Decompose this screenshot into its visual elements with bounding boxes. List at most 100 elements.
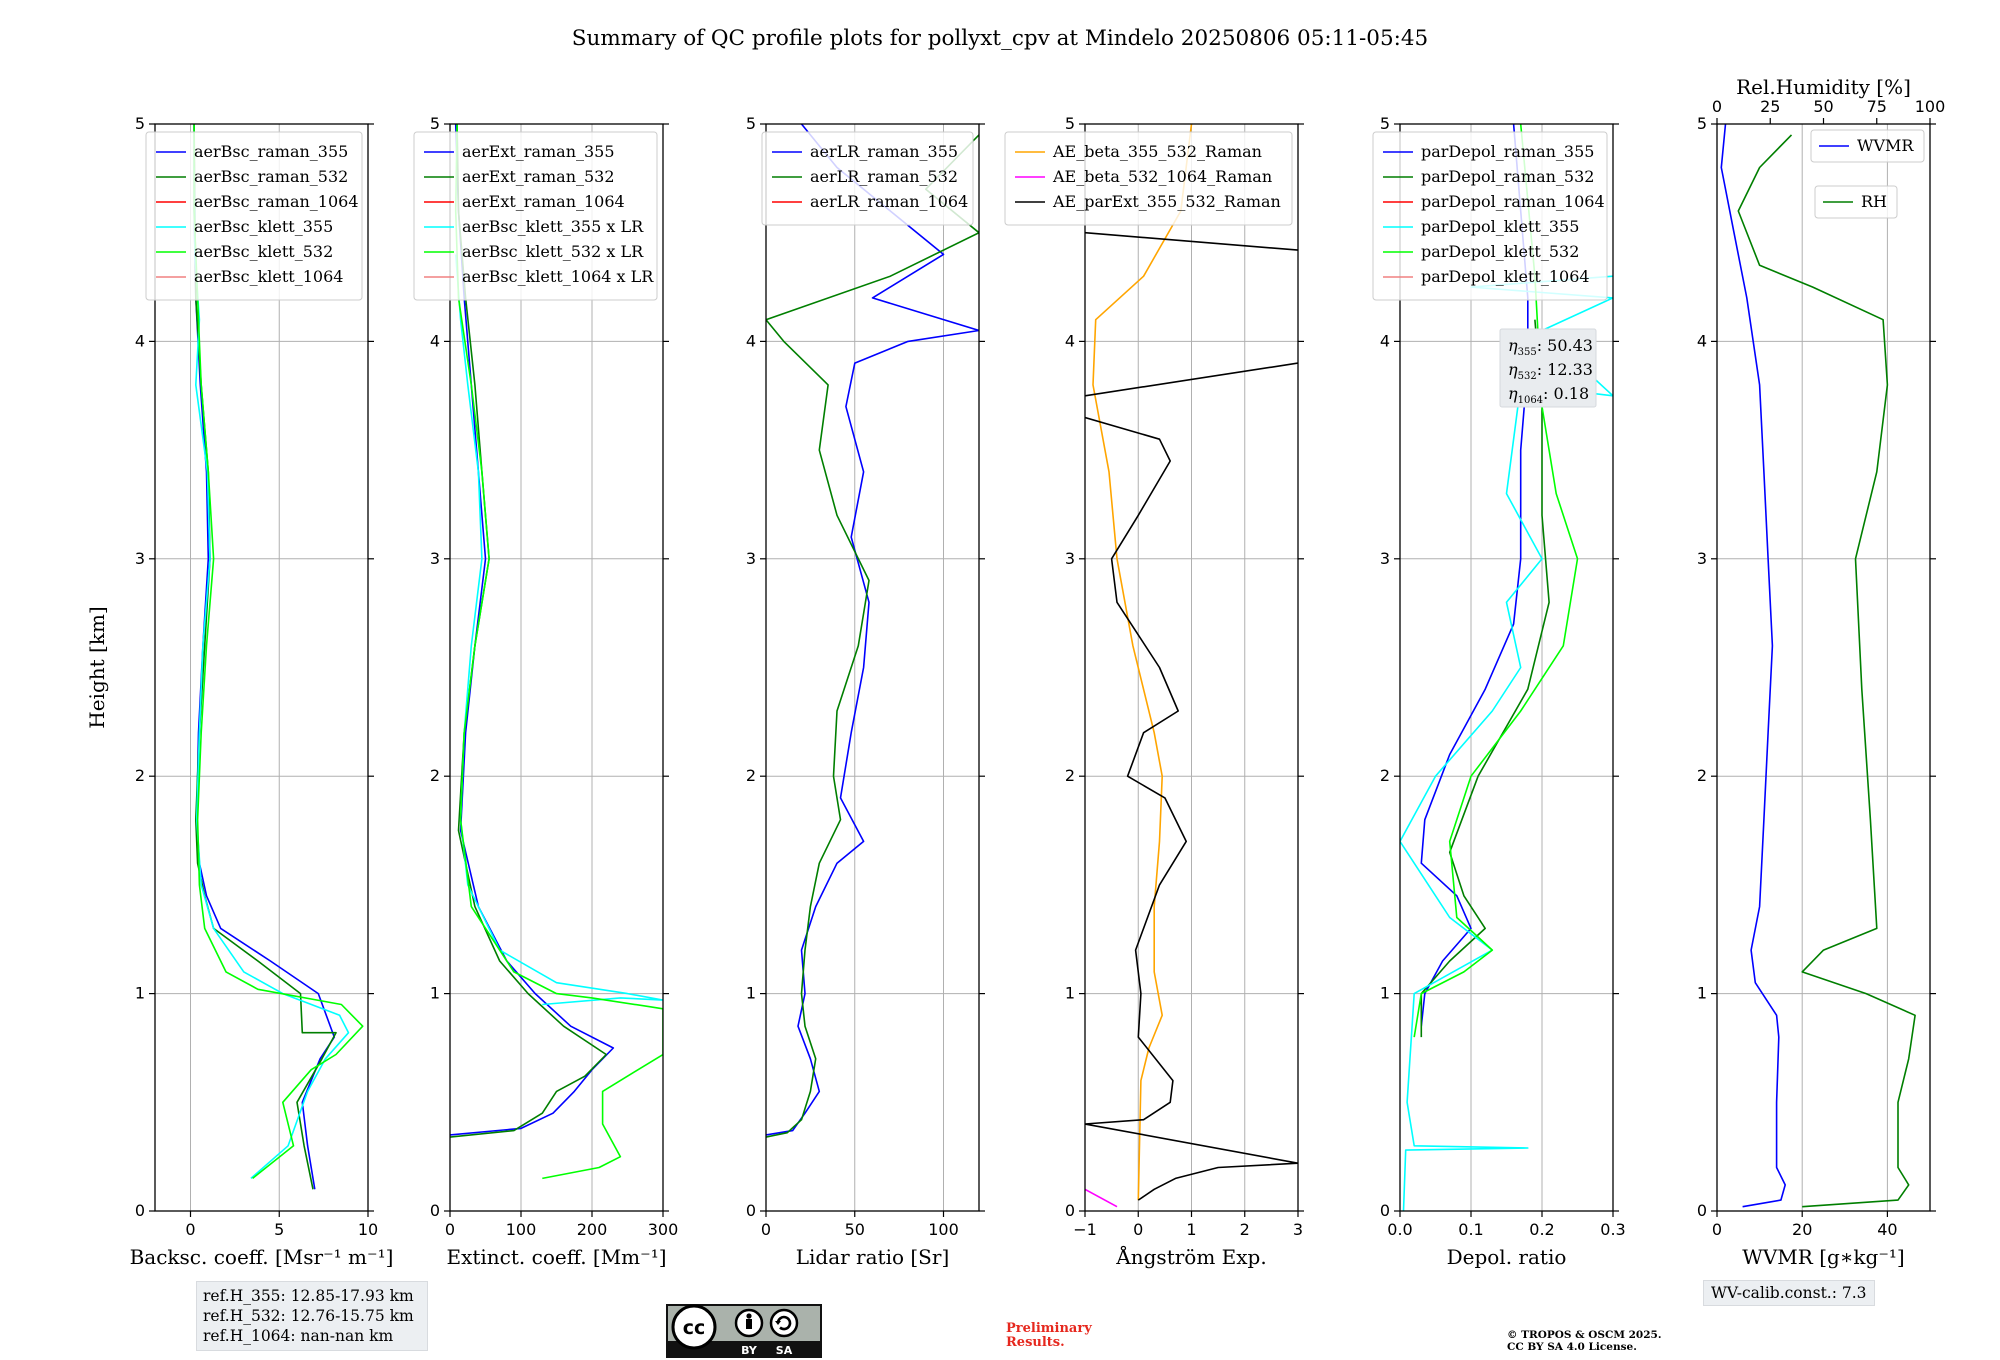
x-tick-label: 2 <box>1240 1220 1250 1239</box>
legend-label-aerext-raman-1064: aerExt_raman_1064 <box>462 192 625 211</box>
y-tick-label: 3 <box>746 549 756 568</box>
legend-label-aerbsc-klett-532: aerBsc_klett_532 <box>194 242 333 261</box>
series-line-wvmr <box>1720 124 1786 1208</box>
cc-icon: cc <box>671 1304 717 1350</box>
axes-frame <box>449 123 664 1212</box>
y-tick-label: 3 <box>135 549 145 568</box>
legend-label-aerlr-raman-1064: aerLR_raman_1064 <box>810 192 968 211</box>
series-line-aerext-raman-532 <box>450 124 607 1138</box>
ref-height-355: ref.H_355: 12.85-17.93 km <box>203 1287 414 1305</box>
top-x-tick-label: 0 <box>1712 97 1722 116</box>
y-tick-label: 5 <box>135 114 145 133</box>
x-tick-label: 100 <box>506 1220 537 1239</box>
axes-frame <box>1716 123 1931 1212</box>
y-tick-label: 0 <box>1380 1201 1390 1220</box>
legend-label-aerbsc-klett-1064-x-lr: aerBsc_klett_1064 x LR <box>462 267 654 286</box>
eta-annotation-line: η355: 50.43 <box>1508 336 1593 358</box>
by-label: BY <box>741 1344 758 1357</box>
eta-symbol: η <box>1508 336 1518 355</box>
legend-label-aerbsc-klett-1064: aerBsc_klett_1064 <box>194 267 343 286</box>
x-tick-label: 50 <box>845 1220 865 1239</box>
x-tick-label: 0.0 <box>1387 1220 1412 1239</box>
x-tick-label: 0 <box>445 1220 455 1239</box>
series-group <box>193 124 364 1190</box>
series-group <box>1720 124 1916 1208</box>
reference-height-box: ref.H_355: 12.85-17.93 km ref.H_532: 12.… <box>196 1281 428 1351</box>
x-tick-label: −1 <box>1073 1220 1097 1239</box>
legend-box <box>1372 131 1608 301</box>
eta-subscript: 1064 <box>1518 395 1543 406</box>
y-tick-label: 4 <box>1697 331 1707 350</box>
x-tick-label: 5 <box>274 1220 284 1239</box>
y-tick-label: 0 <box>135 1201 145 1220</box>
series-line-ae-beta-355-532-raman <box>1092 124 1193 1201</box>
top-x-tick-label: 75 <box>1867 97 1887 116</box>
x-tick-label: 100 <box>928 1220 959 1239</box>
eta-value: : 0.18 <box>1543 384 1589 403</box>
legend-label-aerbsc-raman-355: aerBsc_raman_355 <box>194 142 348 161</box>
x-tick-label: 20 <box>1792 1220 1812 1239</box>
series-line-pardepol-klett-532 <box>1413 124 1579 1038</box>
series-line-aerbsc-klett-532-x-lr <box>454 124 663 1180</box>
x-tick-label: 40 <box>1877 1220 1897 1239</box>
y-tick-label: 3 <box>1697 549 1707 568</box>
x-tick-label: 0 <box>1133 1220 1143 1239</box>
cc-license-badge: cc BY SA <box>666 1304 822 1358</box>
y-tick-label: 1 <box>1380 984 1390 1003</box>
y-axis-label: Height [km] <box>85 606 109 728</box>
preliminary-results-note: Preliminary Results. <box>1006 1321 1092 1350</box>
eta-value: : 12.33 <box>1537 360 1593 379</box>
x-tick-label: 10 <box>358 1220 378 1239</box>
x-tick-label: 0 <box>185 1220 195 1239</box>
x-axis-label: Lidar ratio [Sr] <box>796 1245 950 1269</box>
y-tick-label: 5 <box>1065 114 1075 133</box>
legend-label-pardepol-klett-355: parDepol_klett_355 <box>1421 217 1579 236</box>
legend-label-aerbsc-klett-355-x-lr: aerBsc_klett_355 x LR <box>462 217 644 236</box>
y-tick-label: 3 <box>1380 549 1390 568</box>
y-tick-label: 3 <box>1065 549 1075 568</box>
series-line-ae-beta-532-1064-raman <box>1085 1188 1118 1208</box>
ref-height-1064: ref.H_1064: nan-nan km <box>203 1327 394 1345</box>
x-tick-label: 0.2 <box>1529 1220 1554 1239</box>
svg-text:cc: cc <box>683 1317 706 1339</box>
x-axis-label: Backsc. coeff. [Msr⁻¹ m⁻¹] <box>130 1245 394 1269</box>
series-line-pardepol-raman-532 <box>1420 319 1550 1038</box>
x-axis-label: Depol. ratio <box>1447 1245 1567 1269</box>
y-tick-label: 1 <box>746 984 756 1003</box>
x-tick-label: 300 <box>648 1220 679 1239</box>
eta-subscript: 355 <box>1518 347 1537 358</box>
legend-box <box>413 131 658 301</box>
legend-label-aerbsc-klett-355: aerBsc_klett_355 <box>194 217 333 236</box>
x-tick-label: 0 <box>761 1220 771 1239</box>
x-axis-label: WVMR [g∗kg⁻¹] <box>1742 1245 1904 1269</box>
legend-label-aerext-raman-532: aerExt_raman_532 <box>462 167 615 186</box>
ref-height-532: ref.H_532: 12.76-15.75 km <box>203 1307 414 1325</box>
legend-label-aerlr-raman-532: aerLR_raman_532 <box>810 167 958 186</box>
axes-frame <box>1084 123 1299 1212</box>
eta-subscript: 532 <box>1518 371 1537 382</box>
series-line-ae-parext-355-532-raman-segment-upper <box>1085 362 1298 397</box>
eta-annotation-box <box>1499 328 1597 408</box>
y-tick-label: 2 <box>1697 766 1707 785</box>
x-tick-label: 0.3 <box>1600 1220 1625 1239</box>
eta-symbol: η <box>1508 360 1518 379</box>
axes-frame <box>154 123 369 1212</box>
top-x-tick-label: 100 <box>1915 97 1946 116</box>
legend-label-pardepol-klett-532: parDepol_klett_532 <box>1421 242 1579 261</box>
sa-label: SA <box>776 1344 793 1357</box>
x-axis-label: Ångström Exp. <box>1115 1244 1266 1269</box>
x-axis-label: Extinct. coeff. [Mm⁻¹] <box>446 1245 666 1269</box>
eta-symbol: η <box>1508 384 1518 403</box>
y-tick-label: 2 <box>430 766 440 785</box>
series-line-aerlr-raman-355 <box>766 124 979 1136</box>
sa-icon <box>769 1308 799 1338</box>
series-line-pardepol-klett-355 <box>1400 275 1613 1211</box>
y-tick-label: 2 <box>1380 766 1390 785</box>
panel-5: 0 1 2 3 4 5 0.0 0.1 0.2 0.3 Depol. ratio parDepol_r… <box>1372 114 1626 1269</box>
legend-label-aerbsc-klett-532-x-lr: aerBsc_klett_532 x LR <box>462 242 644 261</box>
series-line-aerbsc-klett-355 <box>193 167 350 1180</box>
legend-label-ae-beta-355-532-raman: AE_beta_355_532_Raman <box>1052 142 1262 161</box>
legend-box <box>1810 129 1925 163</box>
top-axis-label: Rel.Humidity [%] <box>1736 75 1911 99</box>
